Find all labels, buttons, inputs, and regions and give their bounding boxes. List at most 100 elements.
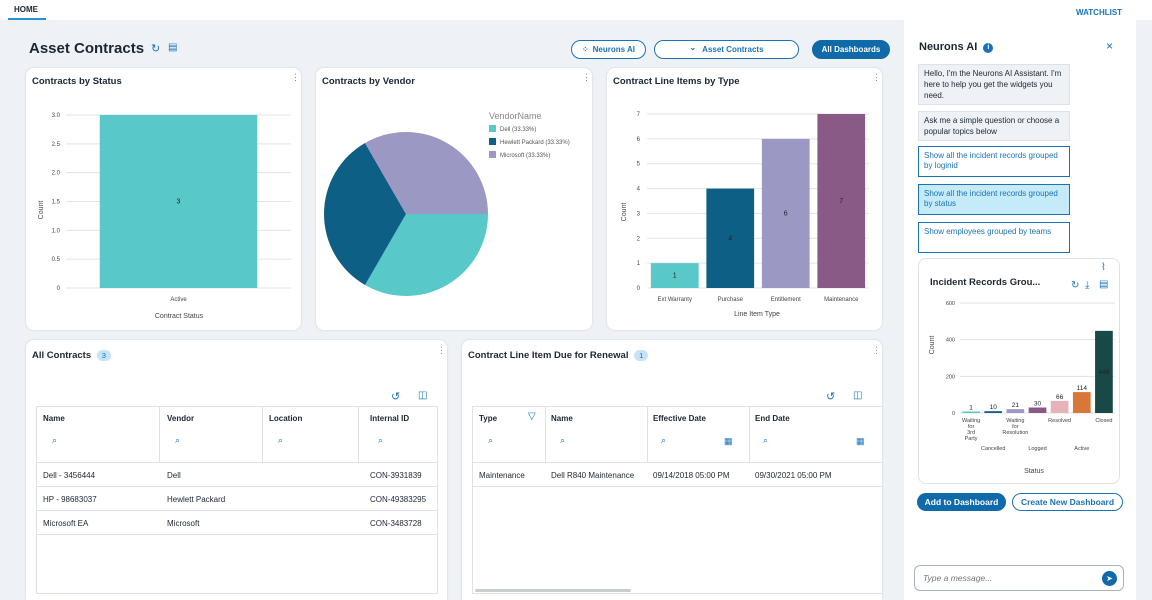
legend-label: Dell (33.33%) [500, 127, 536, 133]
suggestion-status[interactable]: Show all the incident records grouped by… [918, 184, 1070, 215]
page-title: Asset Contracts [29, 40, 145, 57]
y-tick-label: 200 [946, 374, 955, 380]
more-options-icon[interactable]: ⋮ [291, 72, 300, 82]
tab-home[interactable]: HOME [14, 5, 38, 14]
reset-icon[interactable]: ↺ [391, 391, 401, 403]
data-label: 1 [969, 405, 973, 412]
search-icon[interactable]: ⌕ [175, 435, 181, 445]
column-header-vendor[interactable]: Vendor [167, 414, 195, 423]
send-icon[interactable]: ➤ [1102, 571, 1117, 586]
calendar-icon[interactable]: ▦ [856, 436, 865, 446]
cell-effective-date: 09/14/2018 05:00 PM [653, 471, 730, 480]
tab-watchlist[interactable]: WATCHLIST [1076, 8, 1123, 17]
contracts-by-vendor-card: Contracts by Vendor ⋮ VendorName Dell (3… [316, 68, 592, 330]
more-options-icon[interactable]: ⋮ [437, 345, 446, 355]
y-tick-label: 3 [637, 211, 641, 217]
pie-slice [365, 214, 488, 296]
line-items-chart: 7 6 5 4 3 2 1 0 1 Ext Warranty 4 Purchase 6 Entitlem… [621, 112, 869, 318]
column-header-type[interactable]: Type [479, 414, 498, 423]
create-new-dashboard-button[interactable]: Create New Dashboard [1012, 493, 1123, 511]
cell-internal-id: CON-3483728 [370, 519, 422, 528]
search-icon[interactable]: ⌕ [661, 435, 667, 445]
columns-icon[interactable]: ◫ [418, 390, 428, 401]
pie-slice [324, 142, 406, 286]
calendar-icon[interactable]: ▦ [724, 436, 733, 446]
suggestion-loginid[interactable]: Show all the incident records grouped by… [918, 146, 1070, 177]
assistant-greeting: Hello, I'm the Neurons AI Assistant. I'm… [918, 64, 1070, 105]
data-label: 448 [1098, 369, 1109, 376]
legend-swatch [489, 151, 496, 158]
x-tick-label: Ext Warranty [658, 297, 692, 303]
search-icon[interactable]: ⌕ [278, 435, 284, 445]
y-tick-label: 2.0 [52, 171, 61, 177]
contracts-table: Name Vendor Location Internal ID ⌕ ⌕ ⌕ ⌕… [36, 406, 438, 594]
table-row[interactable]: Dell - 3456444 Dell CON-3931839 [37, 463, 437, 487]
bar [1050, 400, 1069, 413]
y-tick-label: 0.5 [52, 257, 61, 263]
bar [706, 188, 755, 288]
legend-swatch [489, 125, 496, 132]
column-header-end-date[interactable]: End Date [755, 414, 790, 423]
table-row[interactable]: HP - 98683037 Hewlett Packard CON-493832… [37, 487, 437, 511]
column-header-name[interactable]: Name [43, 414, 65, 423]
reset-icon[interactable]: ↺ [826, 391, 836, 403]
column-divider [545, 407, 546, 463]
asset-contracts-dropdown[interactable]: ⌄ Asset Contracts [654, 40, 799, 59]
search-icon[interactable]: ⌕ [560, 435, 566, 445]
bar [650, 263, 699, 288]
bar [99, 115, 258, 288]
search-icon[interactable]: ⌕ [52, 435, 58, 445]
layout-icon[interactable]: ▤ [168, 42, 178, 53]
more-options-icon[interactable]: ⋮ [582, 72, 591, 82]
bar [1028, 407, 1047, 413]
bar [761, 138, 810, 288]
refresh-icon[interactable]: ↻ [151, 43, 161, 55]
x-tick-label: Closed [1095, 418, 1112, 424]
x-tick-label: Waiting for Resolution [1002, 418, 1028, 436]
download-icon[interactable]: ⤓ [1085, 280, 1090, 291]
y-tick-label: 7 [637, 112, 641, 118]
cell-type: Maintenance [479, 471, 525, 480]
line-chart-icon[interactable]: ⌇ [1101, 262, 1106, 273]
close-icon[interactable]: × [1106, 39, 1114, 53]
filter-icon[interactable]: ▽ [528, 411, 536, 422]
column-divider [262, 407, 263, 463]
table-row[interactable]: Microsoft EA Microsoft CON-3483728 [37, 511, 437, 535]
y-tick-label: 5 [637, 162, 641, 168]
suggestion-teams[interactable]: Show employees grouped by teams [918, 222, 1070, 253]
status-chart: 3.0 2.5 2.0 1.5 1.0 0.5 0 3 Active Count Contra… [38, 113, 291, 320]
table-row[interactable]: Maintenance Dell R840 Maintenance 09/14/… [473, 463, 882, 487]
all-dashboards-button[interactable]: All Dashboards [812, 40, 890, 59]
column-header-name[interactable]: Name [551, 414, 573, 423]
x-axis-label: Line Item Type [734, 311, 780, 318]
cell-vendor: Microsoft [167, 519, 200, 528]
x-axis-label: Status [1024, 468, 1044, 475]
search-icon[interactable]: ⌕ [488, 435, 494, 445]
table-icon[interactable]: ▤ [1099, 279, 1109, 290]
message-input[interactable] [914, 565, 1124, 591]
search-icon[interactable]: ⌕ [378, 435, 384, 445]
contracts-by-status-card: Contracts by Status ⋮ 3.0 2.5 2.0 1.5 1.0 0.5… [26, 68, 301, 330]
info-icon[interactable]: i [983, 43, 994, 53]
more-options-icon[interactable]: ⋮ [872, 345, 881, 355]
incident-widget-card: ⌇ Incident Records Grou... ↻ ⤓ ▤ 600 400 2… [918, 258, 1120, 484]
neurons-ai-button[interactable]: ⁘ Neurons AI [571, 40, 646, 59]
table-header [473, 407, 882, 463]
cell-vendor: Hewlett Packard [167, 495, 226, 504]
horizontal-scrollbar[interactable] [475, 589, 631, 592]
renewal-card: Contract Line Item Due for Renewal 1 ⋮ ↺… [462, 340, 882, 600]
y-tick-label: 1.5 [52, 200, 61, 206]
column-header-location[interactable]: Location [269, 414, 303, 423]
cell-end-date: 09/30/2021 05:00 PM [755, 471, 832, 480]
add-to-dashboard-button[interactable]: Add to Dashboard [917, 493, 1006, 511]
refresh-icon[interactable]: ↻ [1071, 280, 1080, 291]
card-title: Contract Line Items by Type [613, 76, 740, 87]
x-tick-label: Purchase [718, 297, 744, 303]
y-tick-label: 2 [637, 236, 641, 242]
search-icon[interactable]: ⌕ [763, 435, 769, 445]
column-header-internal-id[interactable]: Internal ID [370, 414, 410, 423]
more-options-icon[interactable]: ⋮ [872, 72, 881, 82]
columns-icon[interactable]: ◫ [853, 390, 863, 401]
x-tick-label: Maintenance [824, 297, 859, 303]
column-header-effective-date[interactable]: Effective Date [653, 414, 706, 423]
